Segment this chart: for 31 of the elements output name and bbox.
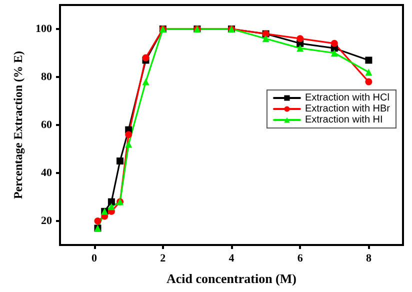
x-tick-label: 0 [92,252,98,264]
point [108,198,115,206]
x-tick-label: 6 [297,252,304,264]
point [142,54,150,62]
point [365,78,372,86]
legend-label: Extraction with HCl [304,92,390,104]
legend-label: Extraction with HI [304,114,383,126]
y-tick-label: 20 [41,215,52,227]
point [125,131,132,138]
point [142,78,150,86]
point [94,218,102,224]
y-axis-title: Percentage Extraction (% E) [11,50,25,200]
point [296,44,304,52]
point [108,203,115,210]
point [296,35,304,42]
point [262,35,270,42]
legend-label: Extraction with HBr [304,104,391,114]
point [330,40,338,47]
point [365,56,372,64]
x-tick-label: 4 [228,252,235,264]
y-tick-label: 40 [41,167,52,179]
y-tick-label: 60 [41,119,52,131]
point [330,50,338,56]
y-tick-label: 80 [41,71,52,83]
point [125,140,132,148]
x-axis-title: Acid concentration (M) [166,271,296,286]
x-tick-label: 8 [366,252,372,264]
point [116,158,124,164]
point [365,68,372,76]
y-tick-label: 100 [36,23,52,35]
x-tick-label: 2 [160,252,166,264]
